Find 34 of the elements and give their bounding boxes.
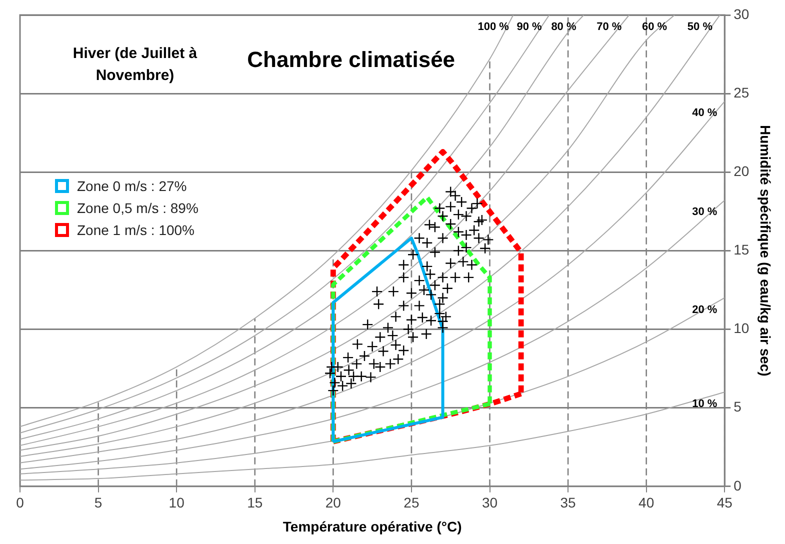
annotation: 40 %: [692, 107, 718, 120]
x-tick-label: 20: [325, 494, 342, 511]
y-axis-title: Humidité spécifique (g eau/kg air sec): [758, 125, 774, 376]
x-tick-label: 0: [16, 494, 24, 511]
annotation: 70 %: [596, 21, 622, 33]
annotation: 50 %: [687, 21, 712, 33]
y-tick-label: 10: [734, 320, 750, 336]
text: Chambre climatisée: [247, 47, 456, 73]
y-tick-label: 0: [734, 477, 742, 494]
legend-label: Zone 1 m/s : 100%: [77, 222, 195, 238]
annotation: Hiver (de Juillet à Novembre): [72, 44, 198, 86]
x-tick-label: 35: [560, 494, 576, 511]
y-tick-label: 25: [734, 84, 750, 100]
x-tick-label: 5: [94, 494, 102, 511]
y-tick-label: 5: [734, 398, 742, 415]
annotation: 10 %: [692, 398, 718, 410]
legend-label: Zone 0,5 m/s : 89%: [77, 200, 198, 216]
x-tick-label: 15: [247, 494, 263, 511]
annotation: 80 %: [551, 21, 576, 33]
legend-label: Zone 0 m/s : 27%: [77, 178, 187, 194]
x-tick-label: 30: [482, 494, 498, 511]
y-tick-label: 15: [734, 242, 750, 258]
y-tick-label: 20: [734, 162, 750, 179]
x-axis-title: Température opérative (°C): [282, 518, 462, 534]
y-tick-label: 30: [734, 6, 750, 22]
x-tick-label: 25: [404, 494, 420, 511]
annotation: 100 %: [478, 21, 509, 33]
annotation: 60 %: [642, 21, 668, 33]
x-tick-label: 45: [716, 494, 733, 511]
annotation: 90 %: [516, 21, 542, 33]
x-tick-label: 40: [638, 494, 654, 511]
annotation: 20 %: [692, 304, 718, 316]
x-tick-label: 10: [168, 494, 185, 511]
annotation: 30 %: [692, 206, 718, 218]
